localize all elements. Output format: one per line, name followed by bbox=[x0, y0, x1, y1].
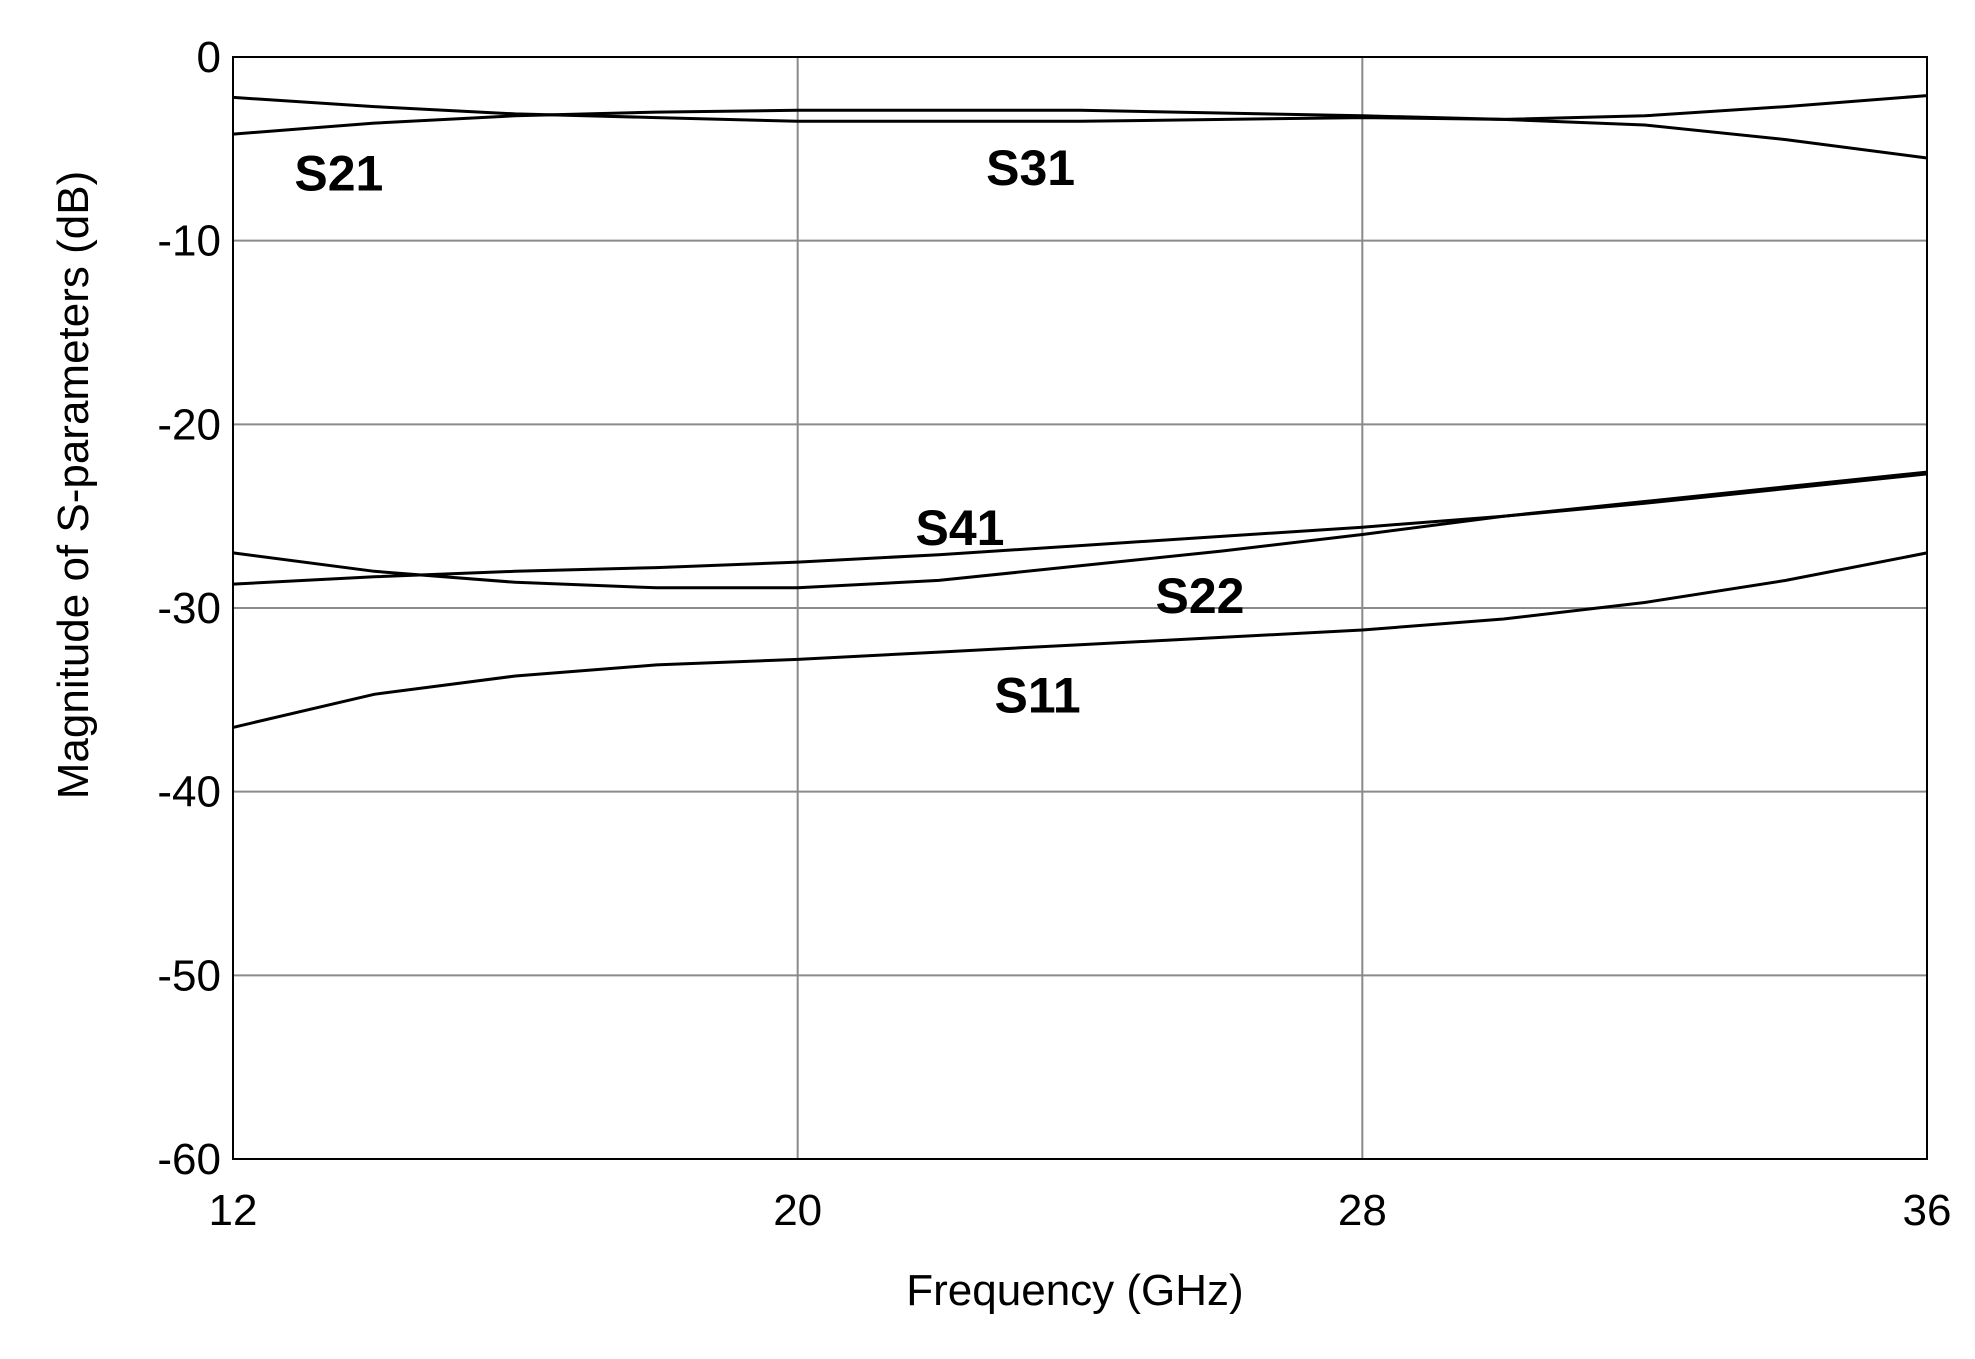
y-tick-labels: 0 -10 -20 -30 -40 -50 -60 bbox=[157, 33, 221, 1184]
y-tick-label: -10 bbox=[157, 217, 221, 266]
series-label-s22: S22 bbox=[1156, 568, 1245, 624]
y-tick-label: -30 bbox=[157, 584, 221, 633]
series-line-s41 bbox=[232, 472, 1928, 586]
x-tick-labels: 12 20 28 36 bbox=[209, 1186, 1952, 1235]
y-tick-label: -50 bbox=[157, 951, 221, 1000]
x-axis-title: Frequency (GHz) bbox=[906, 1266, 1243, 1315]
series-label-s41: S41 bbox=[916, 500, 1005, 556]
series-layer bbox=[232, 94, 1928, 729]
series-line-s21 bbox=[232, 95, 1928, 160]
series-line-s31 bbox=[232, 94, 1928, 136]
x-tick-label: 28 bbox=[1338, 1186, 1387, 1235]
series-line-s11 bbox=[232, 551, 1928, 729]
series-labels: S21 S31 S41 S22 S11 bbox=[294, 140, 1244, 723]
series-label-s11: S11 bbox=[995, 667, 1081, 723]
y-axis-title: Magnitude of S-parameters (dB) bbox=[49, 171, 98, 800]
series-label-s31: S31 bbox=[986, 140, 1075, 196]
y-tick-label: -20 bbox=[157, 400, 221, 449]
x-tick-label: 20 bbox=[773, 1186, 822, 1235]
x-tick-label: 12 bbox=[209, 1186, 258, 1235]
x-tick-label: 36 bbox=[1903, 1186, 1952, 1235]
y-tick-label: -60 bbox=[157, 1135, 221, 1184]
series-label-s21: S21 bbox=[294, 146, 383, 202]
plot-frame bbox=[232, 56, 1928, 1160]
y-tick-label: -40 bbox=[157, 768, 221, 817]
y-tick-label: 0 bbox=[197, 33, 221, 82]
series-line-s22 bbox=[232, 470, 1928, 590]
